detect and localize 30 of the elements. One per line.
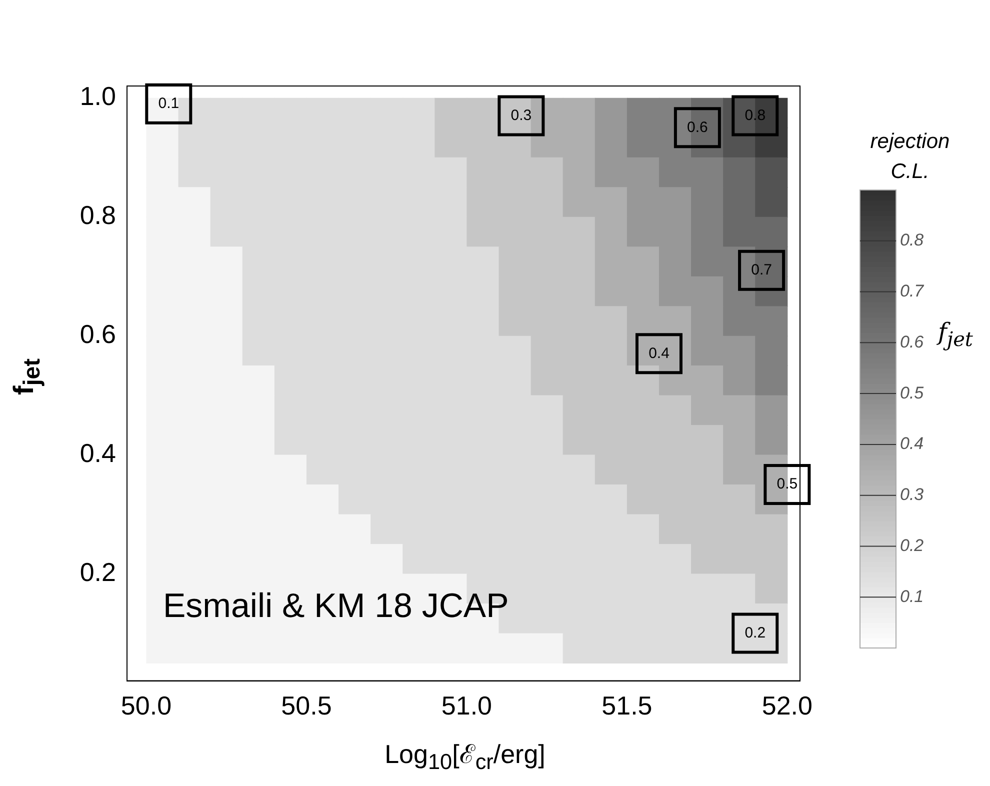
y-tick-label: 1.0: [80, 81, 116, 112]
color-bar-label: 0.5: [900, 383, 924, 402]
x-axis-title: Log$_{10}$[ℰ$_{cr}$/erg]: [384, 738, 546, 776]
x-tick-label: 51.5: [602, 690, 652, 721]
color-bar-label: 0.8: [900, 230, 924, 250]
x-tick-label: 51.0: [441, 690, 492, 721]
annotation: 0.6: [687, 118, 708, 136]
text: f$_{jet}$: [938, 318, 973, 351]
color-bar-label: 0.1: [900, 586, 924, 606]
color-bar-label: 0.4: [900, 434, 924, 454]
annotation: 0.2: [744, 624, 766, 642]
color-bar-label: 0.2: [900, 536, 924, 555]
annotation: 0.7: [751, 262, 772, 279]
annotation: 0.1: [158, 94, 180, 112]
annotation: 0.4: [648, 344, 670, 362]
y-tick-label: 0.8: [80, 200, 116, 230]
x-tick-label: 52.0: [762, 690, 812, 721]
annotation: 0.3: [510, 106, 532, 124]
y-tick-label: 0.4: [80, 438, 116, 468]
annotation: 0.5: [776, 476, 798, 493]
y-tick-label: 0.2: [80, 556, 116, 587]
x-tick-label: 50.5: [281, 690, 332, 721]
x-tick-label: 50.0: [120, 690, 172, 721]
annotation: 0.8: [744, 106, 766, 124]
annotation: Esmaili & KM 18 JCAP: [163, 587, 509, 626]
color-bar-label: 0.7: [900, 282, 924, 301]
y-tick-label: 0.6: [80, 318, 116, 349]
color-bar-label: 0.3: [900, 485, 924, 504]
color-bar-label: 0.6: [900, 332, 924, 352]
color-bar-title: rejection C.L.: [869, 129, 951, 185]
